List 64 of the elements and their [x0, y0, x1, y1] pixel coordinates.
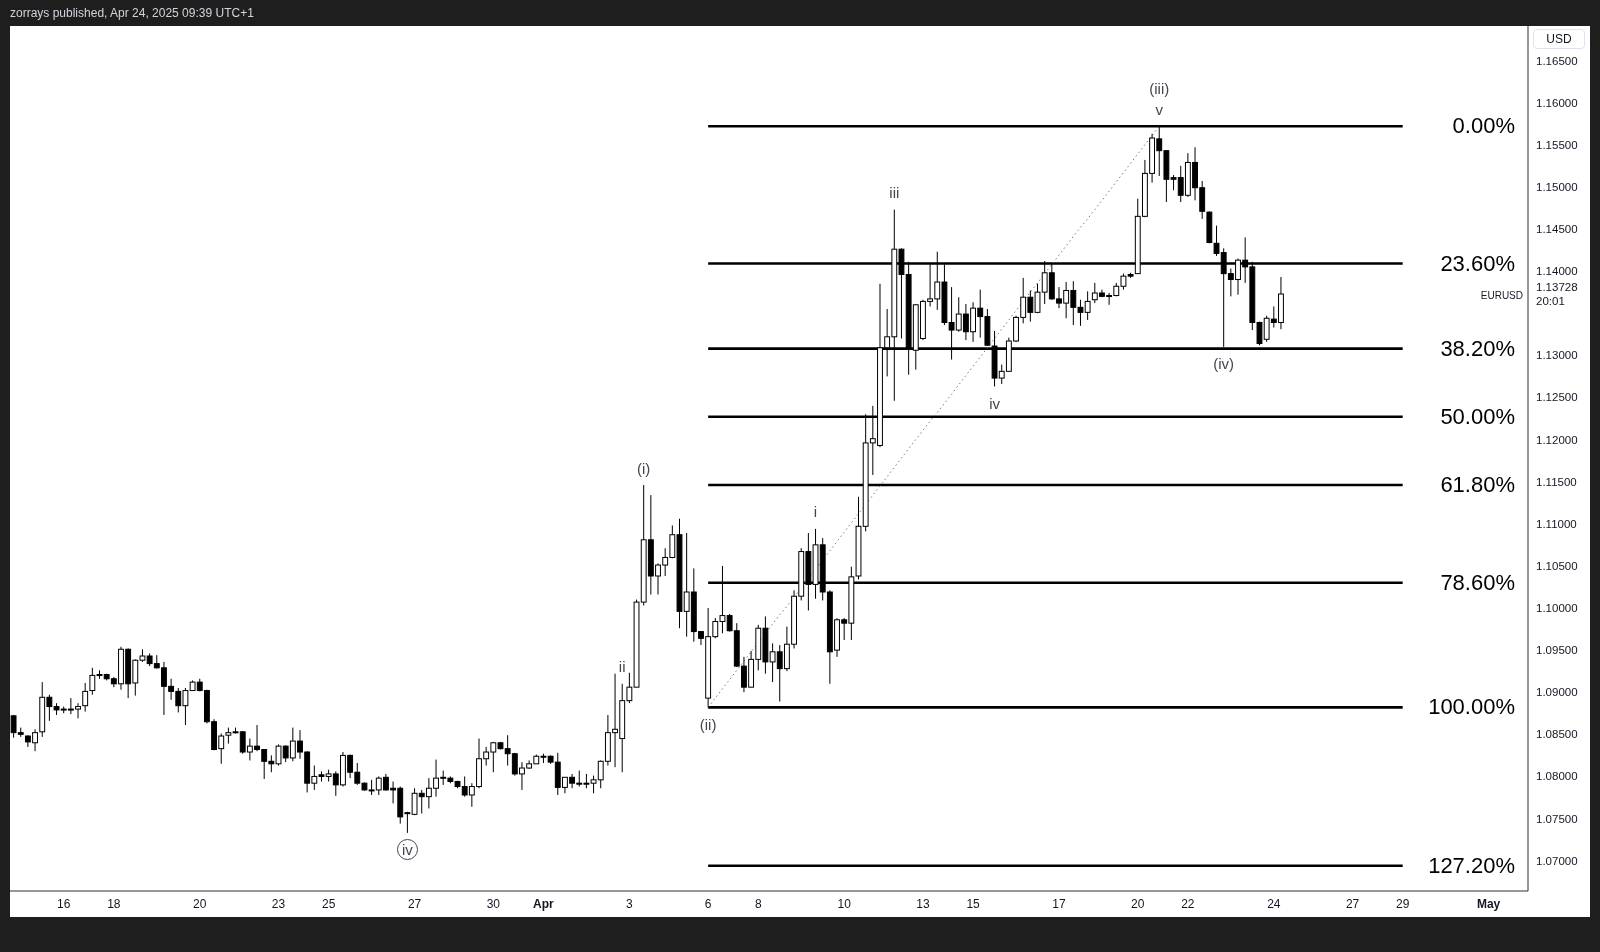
x-tick-label: 13 — [916, 896, 930, 911]
series-label: 100.00% — [1428, 694, 1515, 721]
y-tick-label: 1.12000 — [1536, 433, 1578, 446]
x-tick-label: 3 — [626, 896, 634, 911]
annotation: (ii) — [699, 715, 717, 733]
y-tick-label: 1.07000 — [1536, 854, 1578, 867]
x-tick-label: 20 — [1131, 896, 1145, 911]
series-label: 23.60% — [1440, 250, 1515, 277]
x-tick-label: 27 — [407, 896, 422, 911]
y-tick-label: 1.16000 — [1536, 96, 1578, 109]
line-series — [707, 125, 1160, 708]
text: EURUSD — [1480, 290, 1523, 301]
text: 0.00% — [1452, 113, 1515, 140]
x-tick-label: 30 — [486, 896, 501, 911]
annotation: (iii) — [1149, 79, 1170, 97]
annotation: v — [1155, 100, 1163, 118]
x-tick-label: 8 — [754, 896, 762, 911]
y-tick-label: 1.09000 — [1536, 686, 1578, 699]
y-tick-label: 1.08500 — [1536, 728, 1578, 741]
y-tick-label: 1.11000 — [1536, 517, 1577, 530]
annotation: ii — [618, 658, 626, 676]
series-label: 61.80% — [1440, 472, 1515, 499]
series-label: 127.20% — [1428, 852, 1515, 879]
y-axis-title: USD — [1546, 32, 1572, 46]
x-tick-label: 6 — [704, 896, 712, 911]
y-tick-label: 1.13728 20:01 — [1536, 281, 1578, 307]
x-tick-label: 25 — [321, 896, 336, 911]
x-tick-label: 24 — [1267, 896, 1281, 911]
y-tick-label: 1.16500 — [1536, 54, 1578, 67]
annotation: iii — [889, 184, 900, 202]
x-tick-label: 15 — [966, 896, 981, 911]
y-tick-label: 1.15000 — [1536, 180, 1578, 193]
x-tick-label: 17 — [1052, 896, 1066, 911]
series-label: 78.60% — [1440, 569, 1515, 596]
text: zorrays published, Apr 24, 2025 09:39 UTC+1 — [10, 6, 254, 20]
y-tick-label: 1.10500 — [1536, 559, 1578, 572]
y-tick-label: 1.14500 — [1536, 223, 1578, 236]
y-tick-label: 1.08000 — [1536, 770, 1578, 783]
x-tick-label: 16 — [57, 896, 71, 911]
x-tick-label: 29 — [1396, 896, 1410, 911]
x-tick-label: 20 — [193, 896, 207, 911]
x-tick-label: 27 — [1345, 896, 1360, 911]
y-tick-label: 1.12500 — [1536, 391, 1578, 404]
x-tick-label: 22 — [1181, 896, 1195, 911]
annotation: i — [813, 503, 818, 521]
annotation: (iv) — [1213, 355, 1235, 373]
y-tick-label: 1.07500 — [1536, 812, 1578, 825]
x-tick-label: 23 — [271, 896, 286, 911]
candlestick — [82, 682, 89, 713]
annotation: (i) — [637, 459, 651, 477]
y-tick-label: 1.10000 — [1536, 602, 1578, 615]
x-tick-label: Apr — [533, 896, 555, 911]
annotation: iv — [396, 839, 418, 861]
annotation: iv — [989, 394, 1000, 412]
x-tick-label: 18 — [107, 896, 121, 911]
series-label: 38.20% — [1440, 335, 1515, 362]
y-tick-label: 1.09500 — [1536, 644, 1578, 657]
y-tick-label: 1.15500 — [1536, 138, 1578, 151]
x-tick-label: May — [1476, 896, 1501, 911]
y-tick-label: 1.11500 — [1536, 475, 1577, 488]
series-label: 50.00% — [1440, 403, 1515, 430]
x-tick-label: 10 — [837, 896, 852, 911]
y-tick-label: 1.13000 — [1536, 349, 1578, 362]
y-tick-label: 1.14000 — [1536, 265, 1578, 278]
